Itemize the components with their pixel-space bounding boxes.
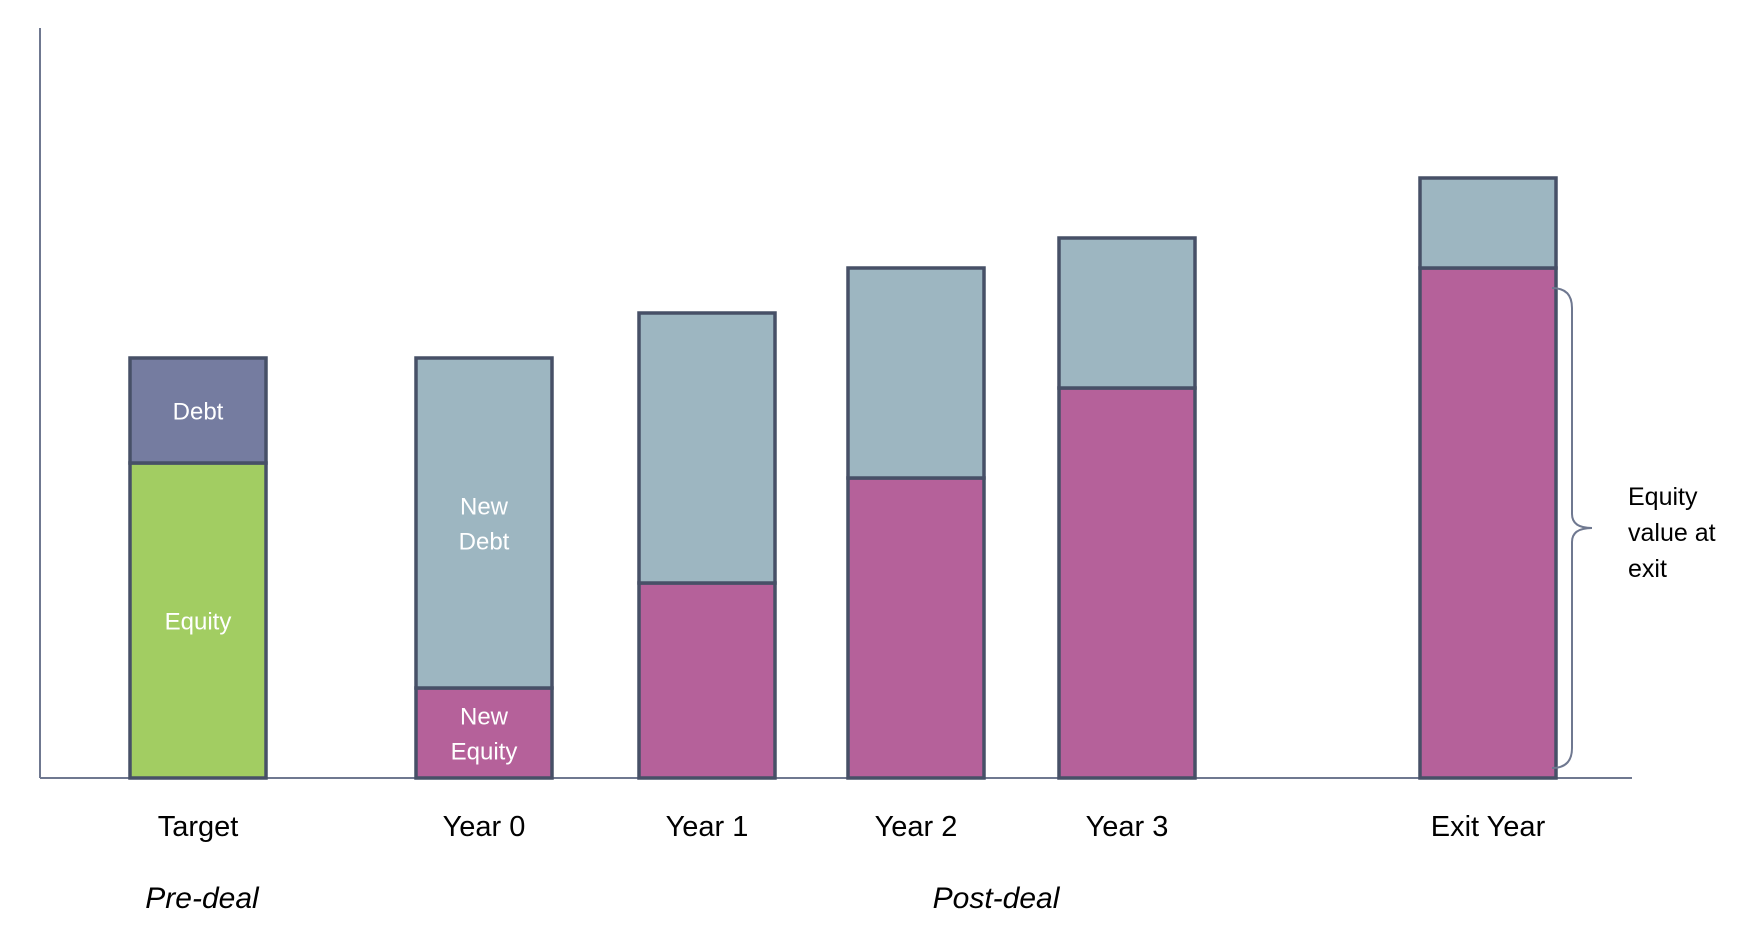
bar-segment-year-1-3 (637, 311, 777, 585)
category-label-exit-year: Exit Year (1431, 811, 1546, 843)
group-label-post-deal: Post-deal (933, 882, 1061, 915)
category-label-year-1: Year 1 (666, 811, 749, 843)
bar-segment-target-2 (128, 356, 268, 465)
segment-label-target-2: Debt (173, 399, 224, 426)
bar-segment-exit-year-3 (1418, 176, 1558, 270)
bar-segment-year-1-1 (637, 581, 777, 780)
bars-layer (128, 176, 1558, 780)
category-label-year-3: Year 3 (1086, 811, 1169, 843)
equity-brace-icon (1551, 287, 1593, 769)
group-label-pre-deal: Pre-deal (145, 882, 260, 915)
segment-label-target-0: Equity (165, 609, 232, 636)
bar-segment-year-3-3 (1057, 236, 1197, 390)
segment-label-year-0-3: New Debt (459, 494, 510, 556)
labels-layer: Equity Debt Target New Equity New Debt Year 0 Ye… (158, 399, 1546, 844)
bar-segment-year-0-1 (414, 686, 554, 780)
bar-segment-exit-year-1 (1418, 266, 1558, 780)
bar-segment-year-2-3 (846, 266, 986, 480)
bar-segment-year-3-1 (1057, 386, 1197, 780)
bar-segment-target-0 (128, 461, 268, 780)
category-label-target: Target (158, 811, 239, 843)
category-label-year-2: Year 2 (875, 811, 958, 843)
bar-segment-year-2-1 (846, 476, 986, 780)
segment-label-year-0-1: New Equity (451, 704, 518, 766)
bar-segment-year-0-3 (414, 356, 554, 690)
category-label-year-0: Year 0 (443, 811, 526, 843)
brace-annotation: Equity value at exit (1628, 483, 1716, 583)
